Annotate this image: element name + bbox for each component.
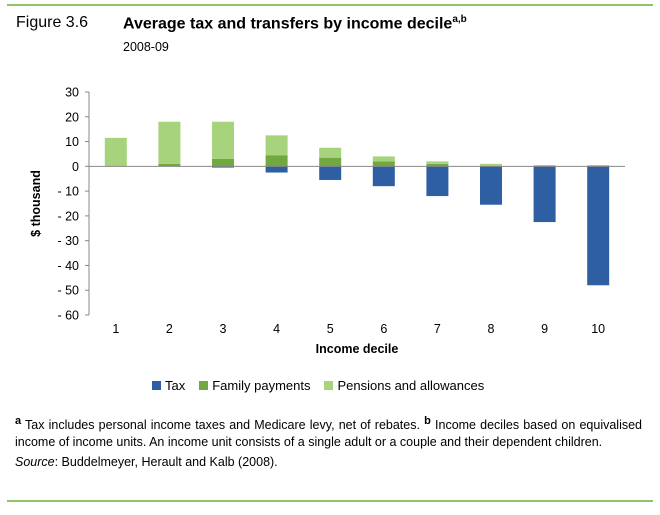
y-tick-label: - 20	[57, 209, 79, 223]
figure-label: Figure 3.6	[16, 14, 89, 31]
bar-pensions-and-allowances	[533, 165, 556, 167]
bar-tax	[480, 166, 502, 205]
bar-family-payments	[212, 158, 234, 167]
y-axis-label: $ thousand	[29, 170, 43, 237]
bar-pensions-and-allowances	[587, 165, 610, 167]
note-b: Income deciles based on equivalised inco…	[15, 418, 643, 449]
x-tick-label: 2	[166, 322, 173, 336]
y-tick-label: - 10	[57, 185, 79, 199]
title-superscript: a,b	[452, 14, 467, 25]
bar-chart: 30 20 10 0 - 10 - 20 - 30 - 40 - 50 - 60 $ thousan…	[29, 86, 625, 356]
x-tick-label: 5	[327, 322, 334, 336]
legend-item: Pensions and allowances	[324, 378, 484, 393]
x-tick-label: 4	[273, 322, 280, 336]
legend-label: Family payments	[212, 378, 311, 393]
y-tick-label: - 40	[57, 259, 79, 273]
y-tick-label: - 60	[57, 309, 79, 323]
bar-pensions-and-allowances	[265, 135, 288, 156]
bar-family-payments	[319, 157, 342, 167]
bar-pensions-and-allowances	[319, 147, 342, 158]
legend-item: Family payments	[199, 378, 310, 393]
bar-family-payments	[265, 155, 288, 167]
bottom-rule	[7, 500, 653, 502]
bar-tax	[426, 166, 449, 197]
bar-pensions-and-allowances	[212, 121, 234, 159]
bar-tax	[265, 166, 288, 173]
x-tick-label: 1	[112, 322, 119, 336]
legend-swatch	[324, 381, 334, 390]
bar-tax	[533, 166, 556, 223]
bar-pensions-and-allowances	[104, 137, 127, 167]
legend-item: Tax	[152, 378, 185, 393]
footnotes: a Tax includes personal income taxes and…	[15, 413, 642, 471]
y-tick-label: 30	[65, 86, 79, 100]
x-tick-label: 9	[541, 322, 548, 336]
x-axis-label: Income decile	[316, 342, 399, 356]
bar-pensions-and-allowances	[372, 156, 395, 162]
chart-legend: Tax Family payments Pensions and allowance…	[152, 378, 498, 393]
x-tick-label: 8	[488, 322, 495, 336]
x-tick-label: 10	[591, 322, 605, 336]
note-a: Tax includes personal income taxes and M…	[25, 418, 420, 433]
bar-pensions-and-allowances	[158, 121, 181, 164]
bar-tax	[372, 166, 395, 187]
chart-title: Average tax and transfers by income deci…	[123, 14, 467, 33]
note-a-marker: a	[15, 415, 22, 427]
legend-swatch	[152, 381, 161, 390]
y-tick-label: 20	[65, 110, 79, 124]
top-rule	[7, 4, 653, 6]
bar-pensions-and-allowances	[480, 163, 502, 167]
bar-family-payments	[372, 161, 395, 167]
y-tick-label: - 50	[57, 284, 79, 298]
bar-tax	[587, 166, 610, 286]
y-tick-label: - 30	[57, 234, 79, 248]
y-tick-label: 10	[65, 135, 79, 149]
source-label: Source	[15, 455, 55, 470]
x-tick-label: 7	[434, 322, 441, 336]
chart-subtitle: 2008-09	[123, 40, 169, 54]
note-b-marker: b	[424, 415, 431, 427]
bar-family-payments	[426, 163, 449, 167]
bar-pensions-and-allowances	[426, 161, 449, 164]
x-tick-label: 3	[220, 322, 227, 336]
x-tick-label: 6	[380, 322, 387, 336]
y-tick-label: 0	[72, 160, 79, 174]
legend-label: Tax	[165, 378, 186, 393]
legend-swatch	[199, 381, 209, 390]
bar-tax	[319, 166, 342, 180]
legend-label: Pensions and allowances	[337, 378, 485, 393]
bar-family-payments	[158, 163, 181, 167]
source-text: : Buddelmeyer, Herault and Kalb (2008).	[54, 455, 278, 470]
bar-tax	[212, 166, 234, 168]
